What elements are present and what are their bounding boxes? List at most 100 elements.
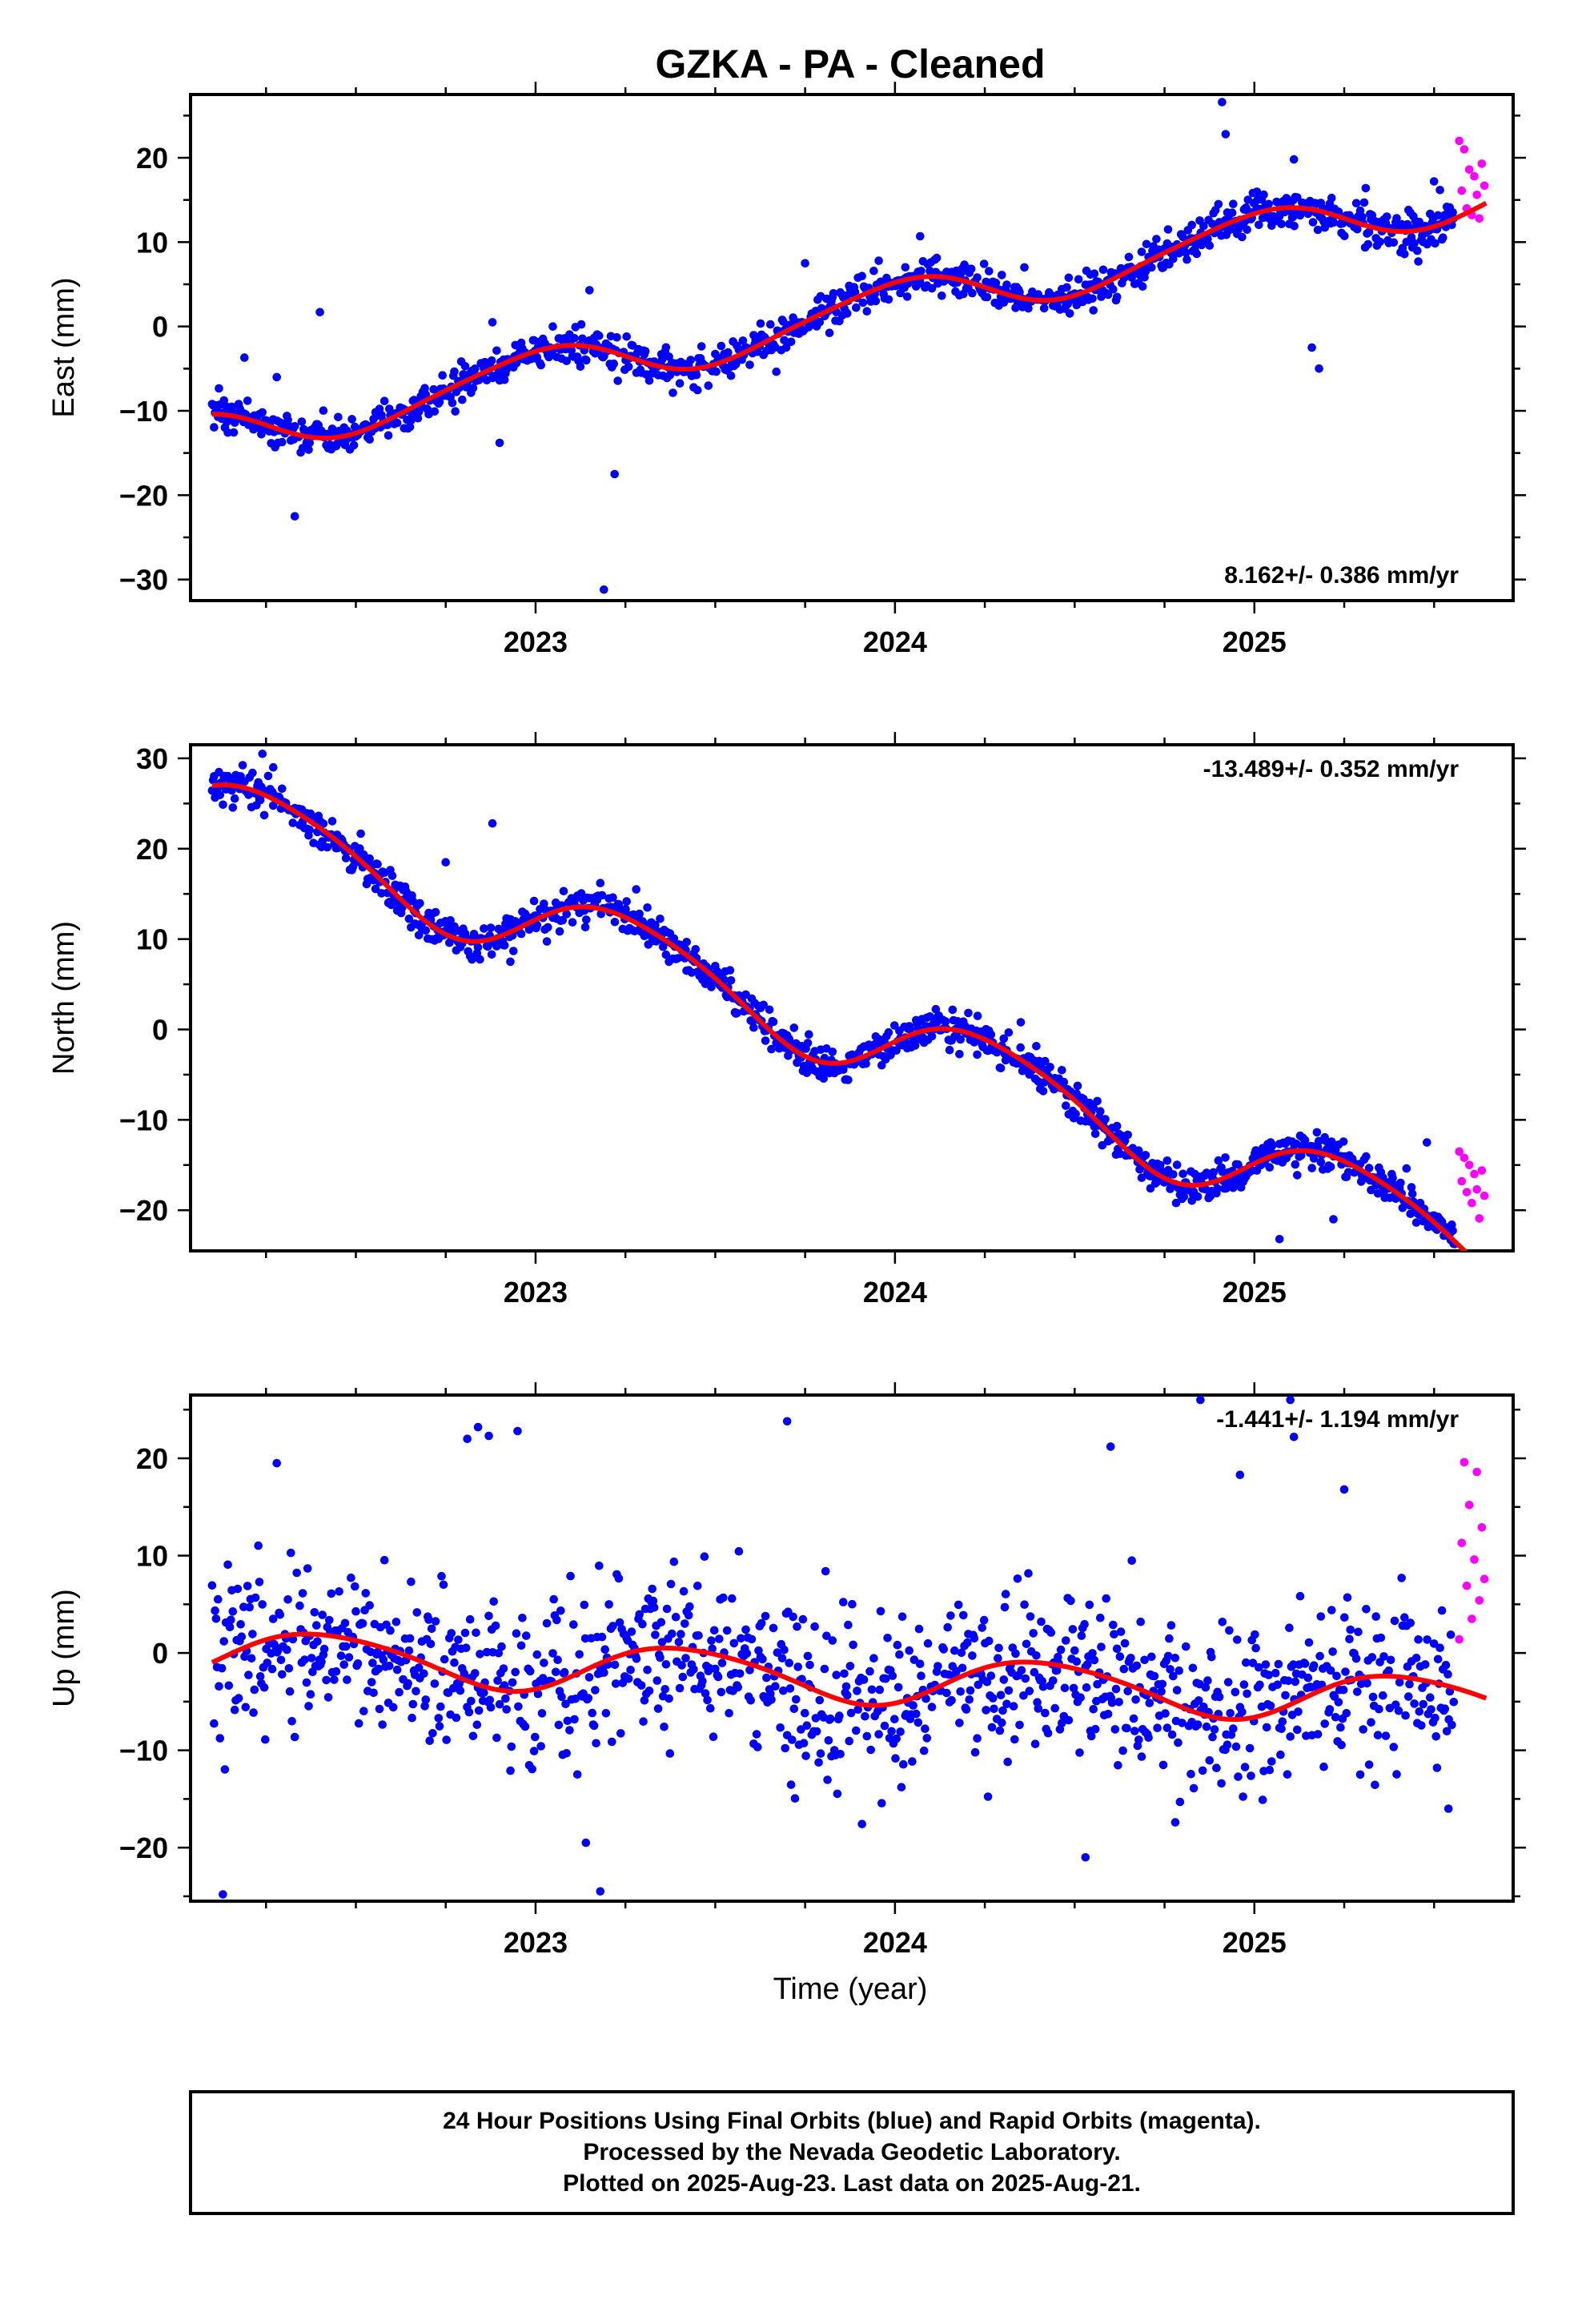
final-orbit-point	[1022, 1639, 1031, 1649]
final-orbit-point	[1209, 1168, 1218, 1177]
final-orbit-point	[1258, 1795, 1267, 1804]
final-orbit-point	[1038, 1682, 1048, 1691]
final-orbit-point	[934, 1662, 942, 1671]
final-orbit-point	[1127, 1556, 1136, 1565]
final-orbit-point	[465, 1614, 475, 1624]
final-orbit-point	[927, 1703, 937, 1711]
final-orbit-point	[1427, 1705, 1435, 1714]
final-orbit-point	[1359, 1725, 1367, 1734]
final-orbit-point	[867, 1685, 877, 1695]
final-orbit-point	[1231, 1742, 1241, 1751]
final-orbit-point	[1201, 1683, 1211, 1692]
final-orbit-point	[897, 1783, 906, 1791]
y-tick-label: 0	[152, 311, 168, 344]
final-orbit-point	[276, 1655, 286, 1665]
final-orbit-point	[319, 406, 328, 415]
final-orbit-point	[317, 1657, 326, 1667]
final-orbit-point	[591, 1686, 600, 1695]
final-orbit-point	[556, 1606, 565, 1615]
final-orbit-point	[542, 937, 552, 946]
final-orbit-point	[893, 1640, 902, 1650]
final-orbit-point	[973, 1050, 982, 1059]
final-orbit-point	[1268, 1140, 1277, 1150]
final-orbit-point	[893, 1683, 903, 1692]
final-orbit-point	[622, 332, 631, 341]
final-orbit-outlier-point	[495, 438, 504, 448]
data-points	[207, 98, 1489, 594]
final-orbit-outlier-point	[1170, 1818, 1180, 1827]
final-orbit-point	[1175, 1797, 1185, 1807]
final-orbit-point	[1145, 1699, 1154, 1707]
final-orbit-point	[414, 1663, 424, 1672]
final-orbit-point	[600, 1645, 609, 1654]
final-orbit-point	[754, 1646, 763, 1655]
final-orbit-point	[661, 343, 671, 352]
final-orbit-point	[288, 818, 298, 827]
final-orbit-point	[767, 1044, 776, 1054]
final-orbit-point	[789, 1704, 799, 1714]
final-orbit-point	[305, 438, 315, 448]
final-orbit-point	[694, 1631, 703, 1640]
final-orbit-point	[999, 1034, 1009, 1043]
rapid-orbit-point	[1475, 214, 1484, 223]
final-orbit-point	[1417, 1721, 1426, 1730]
final-orbit-point	[348, 862, 358, 871]
final-orbit-point	[227, 1615, 235, 1624]
final-orbit-point	[821, 1566, 830, 1576]
y-tick-label: 20	[136, 1442, 168, 1475]
final-orbit-point	[1358, 212, 1367, 222]
final-orbit-point	[355, 844, 364, 853]
final-orbit-point	[1090, 1129, 1100, 1139]
final-orbit-point	[562, 910, 571, 919]
final-orbit-point	[536, 360, 545, 370]
footer-box: 24 Hour Positions Using Final Orbits (bl…	[189, 2090, 1515, 2215]
final-orbit-point	[665, 1694, 673, 1703]
rapid-orbit-point	[1475, 1214, 1484, 1223]
final-orbit-point	[1225, 1626, 1234, 1635]
final-orbit-point	[1231, 1687, 1240, 1697]
final-orbit-point	[678, 1672, 688, 1682]
final-orbit-point	[259, 1683, 269, 1692]
final-orbit-point	[962, 1705, 971, 1714]
final-orbit-point	[302, 1678, 311, 1687]
final-orbit-point	[499, 1664, 508, 1673]
final-orbit-point	[1066, 1596, 1075, 1606]
final-orbit-outlier-point	[1214, 199, 1223, 209]
final-orbit-point	[1058, 1066, 1066, 1075]
final-orbit-point	[640, 1696, 649, 1705]
final-orbit-outlier-point	[488, 318, 497, 327]
final-orbit-point	[957, 1648, 966, 1658]
final-orbit-point	[268, 1614, 278, 1623]
final-orbit-point	[1435, 1643, 1444, 1652]
final-orbit-point	[244, 1671, 253, 1679]
final-orbit-point	[1390, 1616, 1399, 1626]
final-orbit-point	[1315, 1651, 1324, 1661]
data-points	[207, 750, 1489, 1248]
final-orbit-point	[1174, 1738, 1182, 1747]
final-orbit-point	[304, 1702, 313, 1711]
final-orbit-point	[285, 1687, 295, 1696]
final-orbit-point	[1400, 1613, 1409, 1622]
final-orbit-point	[891, 1754, 900, 1763]
velocity-annotation: -1.441+/- 1.194 mm/yr	[1216, 1406, 1459, 1433]
final-orbit-point	[1433, 1655, 1443, 1664]
final-orbit-point	[1240, 1763, 1250, 1771]
final-orbit-outlier-point	[1315, 364, 1323, 373]
final-orbit-point	[1340, 231, 1349, 241]
final-orbit-outlier-point	[1286, 1395, 1295, 1405]
final-orbit-point	[1401, 1711, 1410, 1720]
final-orbit-point	[820, 1664, 829, 1674]
final-orbit-point	[1359, 198, 1369, 207]
final-orbit-point	[351, 1582, 359, 1591]
final-orbit-point	[421, 390, 431, 399]
final-orbit-point	[1024, 304, 1033, 313]
final-orbit-point	[589, 1721, 599, 1731]
final-orbit-point	[1103, 290, 1113, 300]
final-orbit-point	[283, 416, 292, 424]
final-orbit-point	[228, 803, 238, 812]
final-orbit-point	[447, 1629, 456, 1638]
final-orbit-point	[986, 1030, 996, 1039]
final-orbit-point	[1136, 1617, 1145, 1626]
final-orbit-point	[223, 1560, 232, 1570]
rapid-orbit-point	[1470, 1555, 1479, 1564]
